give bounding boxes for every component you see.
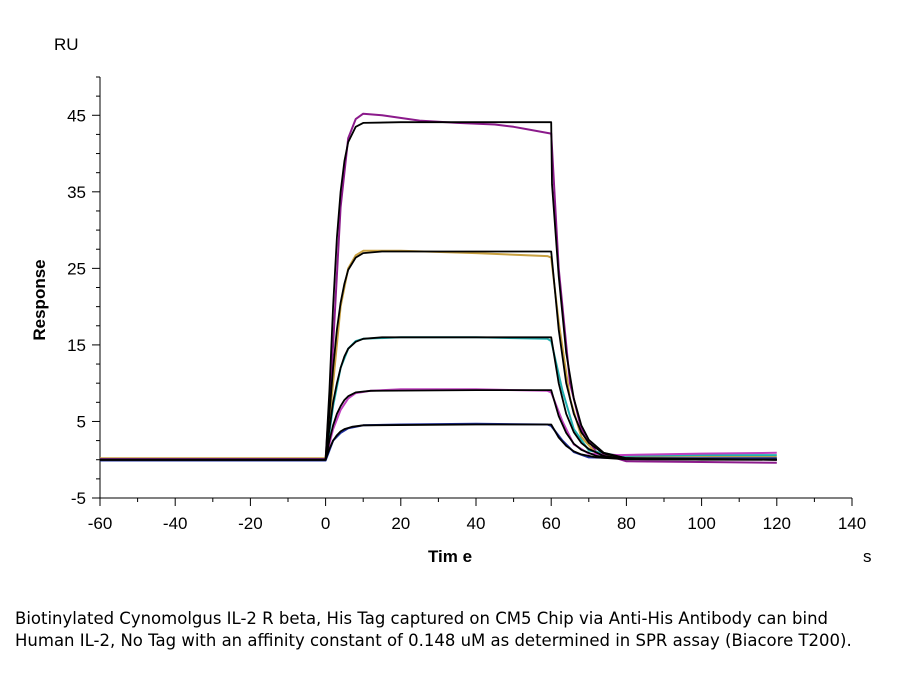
fit-curve-line [100,389,777,461]
fit-curve-line [100,250,777,461]
y-tick-label: 35 [67,183,86,202]
x-tick-label: -40 [163,514,188,533]
series-layer [100,112,777,464]
x-tick-label: 120 [763,514,791,533]
fit-curve-line [100,121,777,461]
x-unit-label: s [863,547,872,566]
fit-curve-line [100,336,777,461]
sensorgram-series-line [100,336,777,461]
x-tick-label: 140 [838,514,866,533]
y-tick-label: 25 [67,259,86,278]
x-tick-label: 60 [542,514,561,533]
x-tick-label: 100 [687,514,715,533]
x-tick-label: -60 [88,514,113,533]
x-tick-label: 20 [391,514,410,533]
sensorgram-chart: RU Response Tim e s -60 -40 -20 0 20 40 60 80 10… [30,35,872,566]
y-tick-label: 5 [77,412,86,431]
x-tick-label: -20 [238,514,263,533]
x-tick-label: 40 [467,514,486,533]
x-axis-title: Tim e [428,547,472,566]
axes: -60 -40 -20 0 20 40 60 80 100 120 140 -5 5 15 25 35 45 [67,76,866,533]
y-tick-label: 45 [67,106,86,125]
sensorgram-series-line [100,112,777,464]
y-tick-label: 15 [67,336,86,355]
y-tick-label: -5 [71,489,86,508]
y-unit-label: RU [54,35,79,54]
x-tick-label: 80 [617,514,636,533]
figure-caption: Biotinylated Cynomolgus IL-2 R beta, His… [15,609,852,650]
fit-curve-line [100,423,777,461]
y-axis-title: Response [30,259,49,340]
sensorgram-series-line [100,249,777,460]
x-tick-label: 0 [321,514,330,533]
